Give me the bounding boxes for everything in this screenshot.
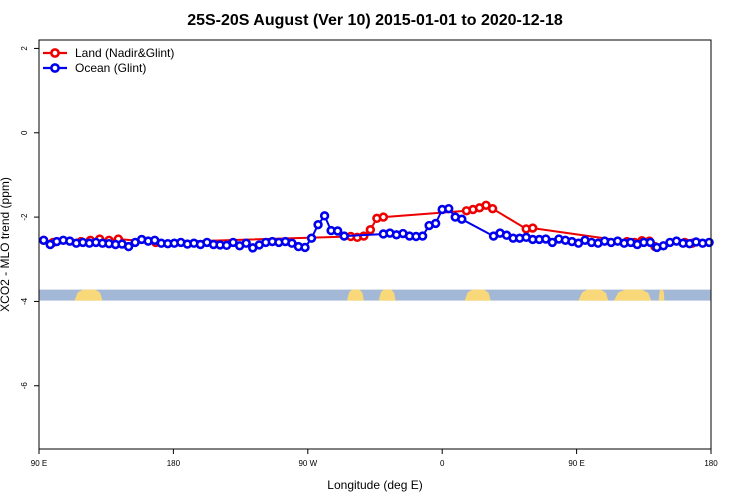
legend-entry: Ocean (Glint)	[43, 61, 146, 75]
x-tick-label: 180	[704, 459, 718, 468]
legend-marker	[50, 63, 60, 73]
land-segment	[464, 289, 491, 301]
y-tick-label: 0	[20, 130, 29, 135]
x-tick-label: 0	[440, 459, 445, 468]
y-tick-label: -4	[20, 297, 29, 305]
legend-entry: Land (Nadir&Glint)	[43, 46, 174, 60]
x-tick-label: 90 E	[31, 459, 47, 468]
data-point	[241, 238, 251, 248]
y-tick-label: -2	[20, 213, 29, 221]
data-point	[313, 219, 323, 230]
data-point	[444, 203, 454, 214]
data-point	[417, 231, 428, 241]
data-point	[457, 214, 467, 224]
data-point	[300, 242, 310, 253]
series-layer	[38, 200, 714, 253]
legend-label: Ocean (Glint)	[75, 61, 146, 75]
data-point	[645, 237, 656, 248]
data-point	[123, 241, 134, 252]
data-point	[339, 231, 349, 241]
land-segment	[378, 289, 396, 301]
land-segment	[658, 289, 665, 301]
data-point	[487, 203, 498, 214]
land-segment	[578, 289, 609, 301]
legend-label: Land (Nadir&Glint)	[75, 46, 174, 60]
data-point	[306, 233, 317, 243]
land-segment	[347, 289, 364, 301]
series-1	[38, 203, 714, 253]
land-segment	[74, 289, 103, 301]
data-point	[528, 223, 538, 233]
data-point	[38, 235, 49, 245]
data-point	[319, 211, 330, 221]
x-tick-label: 90 W	[298, 459, 317, 468]
y-axis-label: XCO2 - MLO trend (ppm)	[0, 177, 12, 312]
data-point	[365, 225, 376, 235]
y-axis: 2 0 -2 -4 -6	[20, 46, 39, 390]
land-segment	[613, 289, 652, 301]
plot-frame	[38, 39, 712, 450]
legend: Land (Nadir&Glint)Ocean (Glint)	[43, 46, 174, 75]
data-point	[332, 226, 343, 236]
legend-marker	[50, 48, 60, 58]
ocean-band	[39, 289, 711, 301]
data-point	[378, 212, 389, 222]
data-point	[430, 218, 441, 229]
y-tick-label: -6	[20, 382, 29, 390]
data-point	[704, 237, 714, 248]
y-tick-label: 2	[20, 46, 29, 51]
x-axis-label: Longitude (deg E)	[327, 478, 422, 492]
chart-title: 25S-20S August (Ver 10) 2015-01-01 to 20…	[187, 12, 563, 29]
x-tick-label: 180	[167, 459, 181, 468]
x-tick-label: 90 E	[568, 459, 584, 468]
land-ocean-mask	[39, 289, 711, 301]
x-axis: 90 E 180 90 W 0 90 E 180	[31, 449, 718, 468]
